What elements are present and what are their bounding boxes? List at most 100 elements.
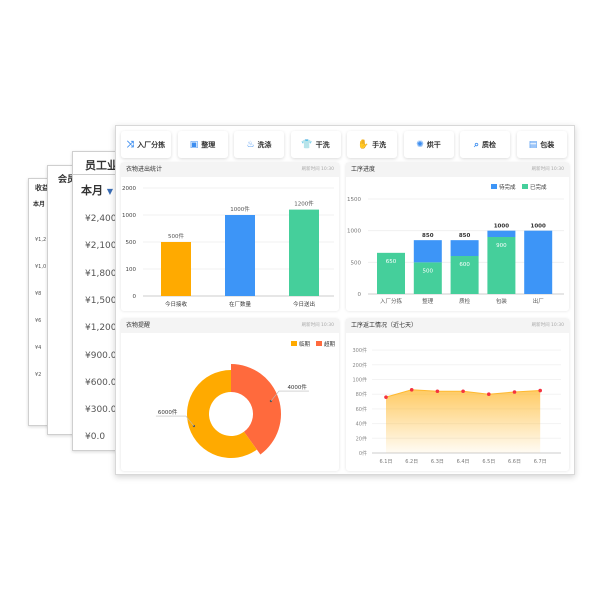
tool-button-8[interactable]: ▤ 包装 xyxy=(516,131,567,158)
tool-button-5[interactable]: ✋ 手洗 xyxy=(347,131,397,158)
y-tick-label: 1500 xyxy=(347,197,361,203)
y-tick-label: 100件 xyxy=(352,377,367,384)
donut-slice xyxy=(231,364,281,455)
card-title: 会员 xyxy=(58,175,77,185)
tool-button-1[interactable]: ⤨ 入厂分拣 xyxy=(121,131,171,158)
tool-button-4[interactable]: 👕 干洗 xyxy=(290,131,341,158)
y-tick-label: 0件 xyxy=(359,450,367,457)
dryer-icon: ✺ xyxy=(416,139,424,150)
segment-label: 600 xyxy=(459,262,470,268)
bar-segment xyxy=(487,237,516,294)
y-tick-label: 100 xyxy=(126,267,137,273)
y-tick-label: 500 xyxy=(126,240,137,246)
data-point xyxy=(487,392,491,396)
x-tick-label: 6.7日 xyxy=(534,459,547,465)
bar-segment xyxy=(524,230,553,294)
panel-title: 衣物进出统计 xyxy=(126,166,163,173)
legend-swatch xyxy=(291,341,297,346)
process-progress-panel: 工序进度 刷新时间 10:30 0 500 1000 1500 待完成 已完成 650 入厂分拣… xyxy=(346,163,569,311)
tool-button-2[interactable]: ▣ 整理 xyxy=(177,131,228,158)
x-tick-label: 6.6日 xyxy=(508,459,521,465)
clothing-alert-panel: 衣物提醒 刷新时间 10:30 临期 超期 4000件 6000件 xyxy=(121,319,339,471)
bar-segment xyxy=(413,240,442,263)
tool-label: 烘干 xyxy=(426,140,441,149)
data-point xyxy=(409,387,414,392)
wash-icon: ♨ xyxy=(246,139,255,150)
y-tick-label: ¥0.0 xyxy=(85,432,106,443)
tool-button-6[interactable]: ✺ 烘干 xyxy=(403,131,454,158)
y-tick-label: 200件 xyxy=(352,362,367,369)
x-tick-label: 6.2日 xyxy=(405,459,418,465)
data-label: 4000件 xyxy=(287,383,307,391)
data-point xyxy=(512,390,517,394)
y-tick-label: 80件 xyxy=(356,391,367,398)
clothing-alert-chart: 临期 超期 4000件 6000件 xyxy=(155,340,336,458)
total-label: 1000 xyxy=(494,224,509,230)
bar-segment xyxy=(450,240,479,256)
y-tick-label: ¥2,400.0 xyxy=(85,214,126,224)
data-label: 6000件 xyxy=(158,408,178,416)
legend-label: 临期 xyxy=(299,340,311,348)
y-tick-label: 0 xyxy=(358,292,362,298)
legend-swatch xyxy=(522,184,528,189)
process-progress-chart: 0 500 1000 1500 待完成 已完成 650 入厂分拣 500 850 整理 600 850 质… xyxy=(347,183,564,305)
y-tick-label: ¥1,2 xyxy=(35,237,47,243)
x-tick-label: 在厂数量 xyxy=(229,300,252,308)
y-tick-label: 1000 xyxy=(122,213,136,219)
laundry-stats-panel: 衣物进出统计 刷新时间 10:30 0 100 500 1000 2000 500件 今日接收… xyxy=(121,163,339,311)
tool-label: 包装 xyxy=(540,140,555,149)
y-tick-label: 20件 xyxy=(356,435,367,442)
y-tick-label: ¥900.0 xyxy=(85,350,117,361)
y-tick-label: 0 xyxy=(133,294,137,300)
area-fill xyxy=(386,389,541,453)
period-select[interactable]: 本月 ▼ xyxy=(81,182,113,198)
x-tick-label: 包装 xyxy=(496,297,508,305)
data-point xyxy=(538,388,542,393)
y-tick-label: ¥6 xyxy=(35,318,42,324)
segment-label: 900 xyxy=(496,243,507,249)
shuffle-icon: ⤨ xyxy=(126,139,135,150)
data-label: 1200件 xyxy=(294,200,314,208)
x-tick-label: 6.3日 xyxy=(431,459,444,465)
x-tick-label: 今日送出 xyxy=(293,300,315,308)
y-tick-label: 1000 xyxy=(347,229,361,235)
y-tick-label: ¥1,200.0 xyxy=(85,323,126,334)
donut-slice xyxy=(186,370,257,458)
y-tick-label: ¥2 xyxy=(35,372,42,378)
leader-line xyxy=(270,390,309,402)
y-tick-label: ¥8 xyxy=(35,291,42,297)
data-point xyxy=(461,389,465,394)
period-label: 本月 xyxy=(81,184,103,197)
y-tick-label: ¥4 xyxy=(35,345,42,351)
data-label: 500件 xyxy=(168,232,184,240)
leader-line xyxy=(155,415,195,427)
y-tick-label: 300件 xyxy=(352,347,367,354)
data-point xyxy=(384,395,388,399)
bar xyxy=(289,209,319,296)
caret-down-icon: ▼ xyxy=(106,187,113,196)
period-label: 本月 xyxy=(33,201,46,208)
hand-wash-icon: ✋ xyxy=(357,139,370,150)
total-label: 850 xyxy=(422,233,434,239)
tool-button-3[interactable]: ♨ 洗涤 xyxy=(234,131,284,158)
total-label: 1000 xyxy=(531,224,546,230)
y-tick-label: ¥1,800.0 xyxy=(85,268,126,279)
panel-title: 工序进度 xyxy=(351,166,376,173)
legend-label: 待完成 xyxy=(499,183,516,191)
tool-label: 入厂分拣 xyxy=(137,140,166,149)
x-tick-label: 6.1日 xyxy=(380,459,393,465)
x-tick-label: 出厂 xyxy=(533,297,545,305)
tool-button-7[interactable]: ⌕ 质检 xyxy=(460,131,510,158)
refresh-time: 刷新时间 10:30 xyxy=(531,323,564,328)
refresh-time: 刷新时间 10:30 xyxy=(301,323,334,328)
bar-segment xyxy=(413,262,442,294)
x-tick-label: 今日接收 xyxy=(165,300,188,308)
tool-label: 整理 xyxy=(201,140,216,149)
data-point xyxy=(435,389,440,394)
y-tick-label: ¥1,0 xyxy=(35,264,47,270)
x-tick-label: 整理 xyxy=(422,297,434,305)
y-tick-label: ¥600.0 xyxy=(85,377,117,388)
tool-label: 质检 xyxy=(482,140,497,149)
y-tick-label: ¥300.0 xyxy=(85,405,117,416)
